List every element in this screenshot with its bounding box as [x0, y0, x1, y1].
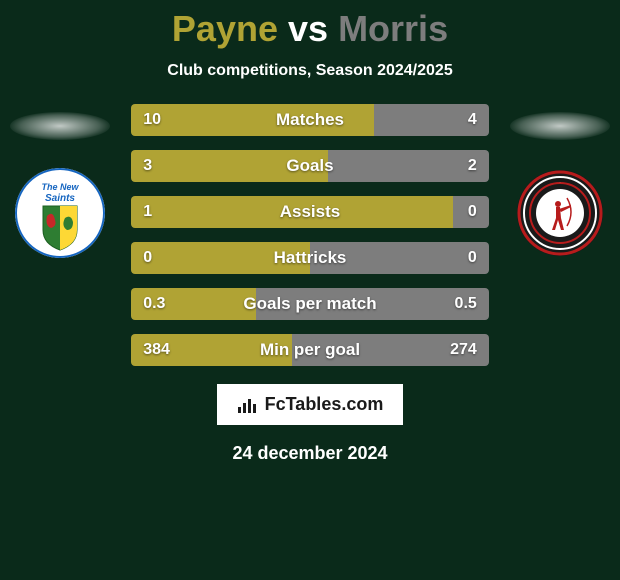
stat-label: Goals — [131, 150, 489, 182]
stat-right-value: 0 — [468, 196, 477, 228]
stat-right-value: 0.5 — [455, 288, 477, 320]
stat-right-value: 0 — [468, 242, 477, 274]
player1-name: Payne — [172, 8, 278, 49]
source-badge: FcTables.com — [217, 384, 404, 425]
stat-right-value: 2 — [468, 150, 477, 182]
comparison-card: Payne vs Morris Club competitions, Seaso… — [0, 0, 620, 580]
stat-bar: Min per goal384 274 — [131, 334, 489, 366]
main-row: The New Saints Matches104Goals32Assists1… — [0, 104, 620, 366]
footer-date: 24 december 2024 — [232, 443, 387, 464]
stat-label: Hattricks — [131, 242, 489, 274]
stat-left-value: 0.3 — [143, 288, 165, 320]
stat-bar: Hattricks0 0 — [131, 242, 489, 274]
stat-left-value: 384 — [143, 334, 170, 366]
source-text: FcTables.com — [265, 394, 384, 415]
page-title: Payne vs Morris — [172, 8, 448, 50]
stat-label: Matches — [131, 104, 489, 136]
stats-panel: Matches104Goals32Assists10Hattricks00Goa… — [131, 104, 489, 366]
stat-left-value: 10 — [143, 104, 161, 136]
right-column: · — [501, 104, 620, 258]
stat-left-value: 3 — [143, 150, 152, 182]
vs-text: vs — [288, 8, 328, 49]
svg-text:·: · — [560, 180, 561, 185]
stat-bar: Goals per match0.3 0.5 — [131, 288, 489, 320]
stat-bar: Matches10 4 — [131, 104, 489, 136]
svg-text:The New: The New — [41, 182, 79, 192]
player-silhouette-shadow — [10, 112, 110, 140]
svg-text:Saints: Saints — [45, 193, 75, 204]
left-column: The New Saints — [0, 104, 119, 258]
stat-bar: Goals3 2 — [131, 150, 489, 182]
club-crest-left: The New Saints — [15, 168, 105, 258]
bar-chart-icon — [237, 395, 257, 415]
stat-label: Min per goal — [131, 334, 489, 366]
stat-right-value: 4 — [468, 104, 477, 136]
player2-name: Morris — [338, 8, 448, 49]
stat-label: Assists — [131, 196, 489, 228]
stat-right-value: 274 — [450, 334, 477, 366]
crest-svg: · — [515, 168, 605, 258]
subtitle: Club competitions, Season 2024/2025 — [167, 62, 452, 80]
club-crest-right: · — [515, 168, 605, 258]
player-silhouette-shadow — [510, 112, 610, 140]
stat-left-value: 1 — [143, 196, 152, 228]
stat-left-value: 0 — [143, 242, 152, 274]
stat-label: Goals per match — [131, 288, 489, 320]
stat-bar: Assists1 0 — [131, 196, 489, 228]
crest-svg: The New Saints — [15, 168, 105, 258]
